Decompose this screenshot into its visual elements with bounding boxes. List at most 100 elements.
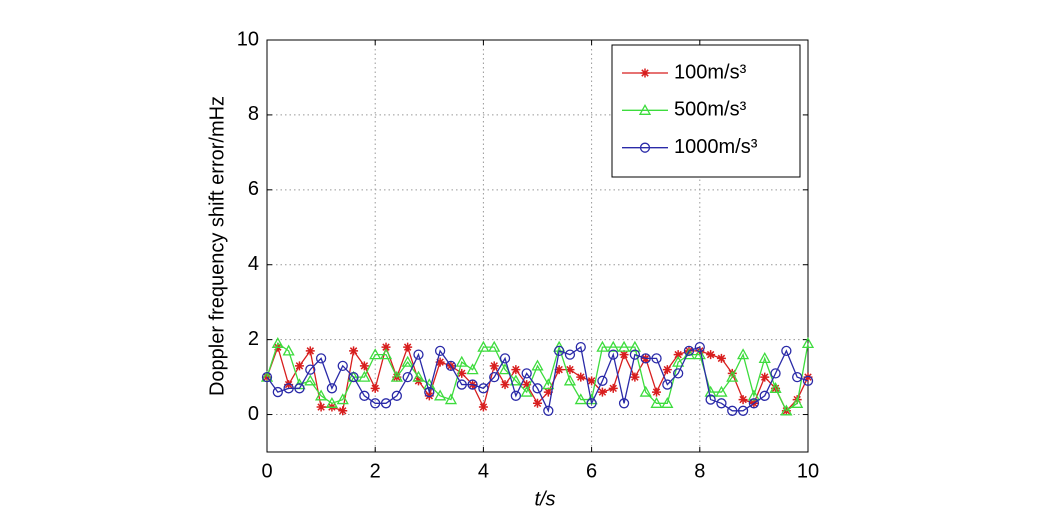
marker [628,340,641,352]
x-tick-label: 8 [694,460,705,482]
marker [359,390,370,401]
marker [652,387,662,397]
marker [489,361,499,371]
marker [543,387,553,397]
marker [650,396,663,408]
marker [803,372,813,382]
marker [608,349,619,360]
marker [640,353,651,364]
x-tick-label: 0 [261,460,272,482]
x-tick-label: 10 [797,460,819,482]
marker [683,345,695,357]
marker [489,371,500,383]
marker [596,340,609,352]
marker [597,375,608,386]
marker [781,345,792,357]
marker [770,368,781,379]
marker [565,365,575,375]
marker [271,337,284,349]
marker [705,394,716,405]
marker [704,385,717,397]
legend-label: 100m/s³ [674,61,747,83]
marker [337,360,348,372]
marker [370,398,381,409]
marker [715,385,728,397]
marker [401,355,414,367]
marker [370,383,380,393]
marker [272,386,283,398]
marker [348,371,359,383]
marker [694,341,705,353]
x-tick-label: 6 [586,460,597,482]
marker [499,353,511,364]
marker [413,349,424,360]
y-tick-label: 0 [248,403,259,425]
marker [434,389,447,401]
y-tick-label: 6 [248,178,259,200]
marker [358,370,371,382]
marker [706,350,716,360]
marker [748,398,760,409]
marker [597,387,607,397]
marker [282,344,295,356]
legend-marker [640,68,650,78]
marker [791,396,804,408]
marker [769,381,782,393]
plot-frame [266,39,809,453]
marker [802,375,814,386]
marker [488,340,501,352]
marker [780,404,793,416]
marker [294,361,304,371]
marker [457,368,467,378]
marker [563,374,577,386]
marker [284,380,294,390]
marker [456,379,467,390]
marker [661,396,674,408]
marker [316,402,326,412]
marker [727,405,738,416]
marker [617,340,631,352]
x-tick-label: 4 [478,460,489,482]
y-tick-label: 10 [237,28,259,50]
marker [553,345,565,357]
marker [726,370,739,382]
marker [509,374,522,386]
marker [792,371,803,383]
legend-box [611,44,801,178]
series-line [266,346,809,413]
marker [629,349,641,360]
marker [434,345,446,357]
marker [445,360,457,372]
marker [511,365,521,375]
marker [737,405,749,416]
series-line [266,342,809,412]
marker [477,340,490,352]
marker [403,342,413,352]
marker [305,364,316,375]
marker [349,346,359,356]
marker [304,374,317,386]
marker [618,398,630,409]
marker [478,402,488,412]
y-axis-label: Doppler frequency shift error/mHz [206,96,228,396]
marker [639,385,652,397]
legend-marker [639,142,651,153]
marker [444,393,458,405]
marker [390,370,403,382]
marker [759,390,770,401]
marker [455,355,468,367]
marker [435,357,445,367]
marker [467,379,478,390]
marker [326,383,338,394]
marker [651,353,662,364]
marker [412,370,425,382]
marker [338,406,348,416]
marker [478,383,489,394]
marker [314,389,328,401]
marker [554,365,564,375]
marker [424,391,434,401]
marker [801,337,815,349]
legend-label: 1000m/s³ [674,136,758,158]
marker [747,389,761,401]
